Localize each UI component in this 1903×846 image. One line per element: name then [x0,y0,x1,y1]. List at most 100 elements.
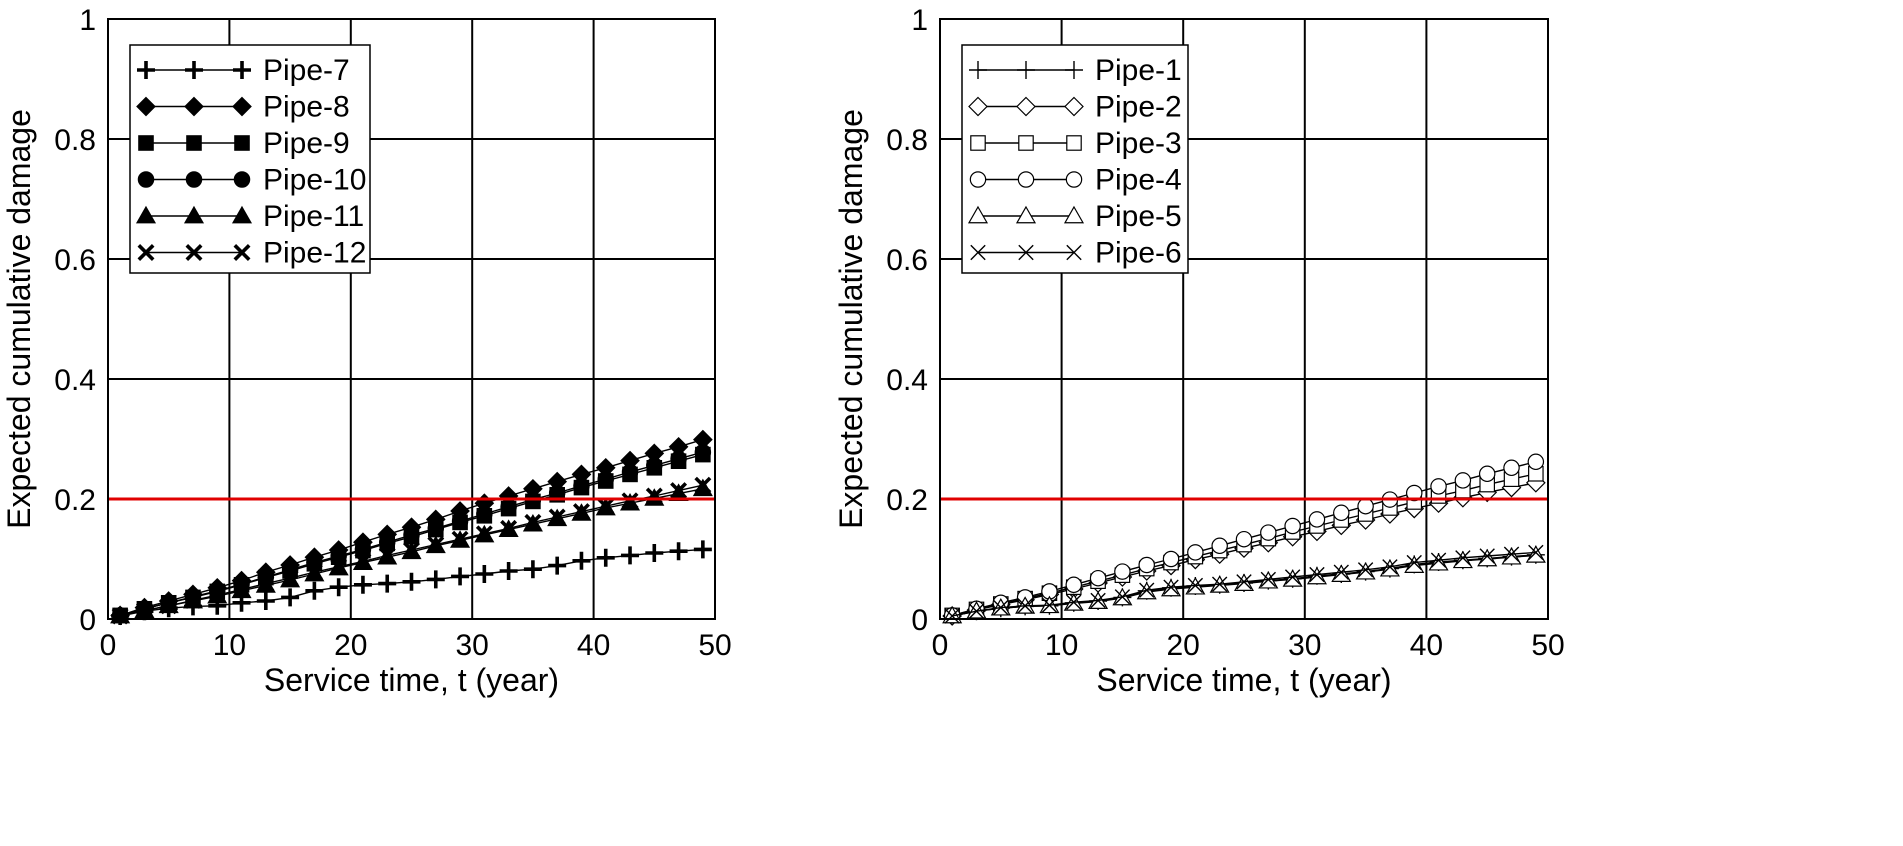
legend-marker [1065,171,1083,188]
legend-marker [1066,244,1082,261]
data-point [353,575,372,594]
y-tick-label: 0.8 [886,124,928,157]
data-point [572,551,591,570]
legend-marker [234,135,250,151]
data-point [645,544,664,562]
data-point [426,570,445,589]
y-tick-label: 0.6 [54,244,96,277]
legend-label: Pipe-2 [1095,91,1182,124]
data-point [1406,554,1422,571]
data-point [1528,544,1544,561]
data-point [548,508,566,526]
data-point [378,546,396,564]
data-point [1428,552,1449,571]
legend-marker [233,244,251,261]
data-point [500,498,517,516]
legend-marker [232,96,252,117]
x-tick-label: 0 [932,629,949,662]
data-point [403,541,420,559]
data-point [1065,576,1083,594]
data-point [184,591,202,609]
legend-box [961,44,1189,274]
data-point [1090,592,1106,609]
data-point [1527,453,1545,471]
data-point [281,569,299,587]
data-point [596,548,615,567]
data-point [1163,579,1179,595]
data-point [1503,546,1520,562]
x-tick-label: 10 [1045,629,1078,662]
legend-marker [233,171,251,188]
data-point [257,575,275,593]
data-point [403,526,420,544]
legend-marker [138,135,154,151]
y-tick-label: 0.2 [886,484,928,517]
legend-marker [1066,135,1082,151]
legend-marker [1015,205,1037,224]
legend-label: Pipe-7 [263,54,350,87]
data-point [1139,582,1155,598]
legend-marker [137,244,155,261]
data-point [1357,562,1374,578]
legend-marker [231,205,253,224]
data-point [354,552,372,570]
y-tick-label: 0.2 [54,484,96,517]
legend-marker [969,61,987,79]
data-point [548,556,567,575]
legend-marker [185,61,203,79]
data-point [378,574,397,593]
data-point [305,581,324,600]
data-point [1235,530,1253,548]
data-point [1041,597,1058,613]
data-point [1452,550,1473,569]
legend-marker [1017,61,1035,79]
data-point [646,457,663,474]
legend-marker [1017,171,1035,188]
x-axis-label: Service time, t (year) [264,662,559,698]
data-point [451,512,469,530]
legend-marker [1065,61,1083,79]
legend-marker [968,96,988,117]
data-point [1430,552,1447,568]
data-point [645,487,663,505]
legend-entry: Pipe-10 [137,164,366,197]
data-point [523,560,542,579]
data-point [1138,556,1155,574]
data-point [451,530,469,548]
data-point [135,602,153,620]
y-axis-label: Expected cumulative damage [833,109,869,529]
data-point [1478,465,1496,483]
legend-marker [135,205,157,224]
legend-marker [970,244,986,261]
legend-marker [186,135,202,151]
data-point [208,586,226,604]
legend-marker [1064,96,1084,117]
y-tick-label: 1 [79,4,96,37]
tick-labels: 0 10 20 30 40 50 0 0.2 0.4 0.6 0.8 1 [886,4,1564,662]
data-point [1211,537,1228,555]
x-tick-label: 40 [1410,629,1443,662]
x-axis-label: Service time, t (year) [1096,662,1391,698]
data-point [1066,594,1082,610]
data-point [694,443,712,461]
legend-marker [967,205,989,224]
data-point [1455,550,1471,566]
legend-marker [183,205,205,224]
data-point [330,558,348,576]
data-point [402,572,421,591]
legend-marker [1016,96,1036,117]
data-point [524,513,542,531]
plot-frame [939,18,1549,620]
data-point [499,562,518,580]
series-group [942,453,1546,626]
data-point [597,497,615,515]
data-point [693,540,712,559]
legend-marker [1018,135,1034,151]
data-point [1236,574,1252,590]
data-point [1260,524,1277,541]
data-point [1333,564,1349,580]
legend-label: Pipe-8 [263,91,350,124]
data-point [1211,576,1228,592]
